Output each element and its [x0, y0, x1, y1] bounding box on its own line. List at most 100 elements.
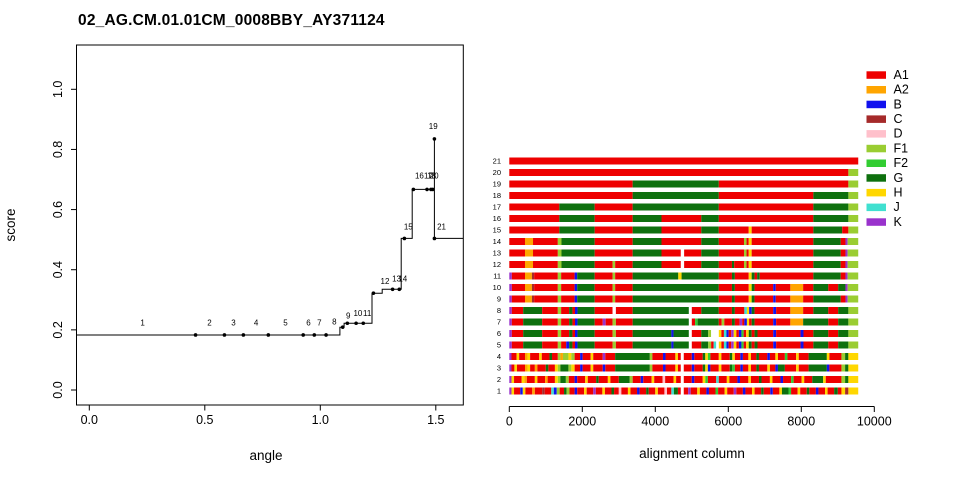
- segment-G: [561, 249, 595, 257]
- x-tick-label: 1.0: [312, 413, 329, 427]
- segment-F1: [557, 272, 562, 280]
- alignment-row-4: 4: [497, 352, 859, 361]
- segment-A1: [751, 249, 814, 257]
- segment-A1: [718, 387, 725, 395]
- figure-title: 02_AG.CM.01.01CM_0008BBY_AY371124: [78, 12, 385, 29]
- segment-A1: [683, 364, 692, 372]
- segment-F2: [707, 353, 711, 360]
- segment-A1: [594, 238, 633, 245]
- segment-G: [577, 272, 595, 280]
- segment-B: [800, 341, 804, 349]
- segment-G: [781, 387, 789, 395]
- segment-G: [632, 330, 672, 337]
- segment-WH: [680, 387, 684, 395]
- segment-A1: [587, 376, 597, 383]
- segment-A1: [754, 318, 774, 326]
- segment-A1: [604, 387, 612, 395]
- legend-label-F2: F2: [894, 156, 909, 170]
- x-axis-label: angle: [249, 448, 282, 463]
- point-label-10: 10: [353, 309, 362, 318]
- segment-B: [800, 330, 804, 337]
- segment-K: [733, 387, 737, 395]
- segment-A1: [739, 376, 749, 383]
- segment-G: [559, 203, 595, 211]
- segment-A1: [677, 364, 681, 372]
- segment-A1: [718, 261, 732, 268]
- segment-G: [701, 238, 719, 245]
- segment-WH: [716, 341, 719, 349]
- segment-A1: [745, 387, 753, 395]
- segment-F1: [557, 295, 562, 303]
- segment-B: [662, 353, 666, 360]
- segment-J: [671, 387, 674, 395]
- alignment-row-14: 14: [493, 237, 859, 246]
- data-point-11: [361, 321, 366, 326]
- segment-H: [748, 238, 752, 245]
- segment-H: [797, 387, 801, 395]
- segment-C: [542, 387, 545, 395]
- segment-A1: [643, 376, 652, 383]
- segment-B: [575, 307, 578, 314]
- segment-A1: [690, 387, 698, 395]
- legend-label-H: H: [894, 186, 903, 200]
- segment-A1: [754, 295, 774, 303]
- segment-A1: [710, 364, 719, 372]
- segment-A1: [803, 295, 814, 303]
- segment-A1: [648, 387, 656, 395]
- segment-A1: [734, 318, 740, 326]
- segment-A1: [621, 387, 628, 395]
- segment-A1: [804, 376, 813, 383]
- segment-A1: [743, 341, 747, 349]
- segment-B: [574, 284, 578, 291]
- data-point-17: [425, 187, 429, 192]
- segment-G: [523, 341, 543, 349]
- segment-G: [701, 261, 719, 268]
- legend-label-A1: A1: [894, 68, 909, 82]
- segment-H: [705, 353, 708, 360]
- segment-A1: [751, 341, 755, 349]
- segment-G: [615, 364, 650, 372]
- segment-A1: [594, 330, 613, 337]
- segment-A1: [594, 295, 613, 303]
- legend-label-G: G: [894, 171, 904, 185]
- data-point-5: [301, 333, 306, 337]
- segment-A1: [829, 364, 842, 372]
- segment-G: [559, 226, 595, 234]
- alignment-row-13: 13: [493, 249, 859, 258]
- segment-A1: [837, 387, 842, 395]
- legend-label-A2: A2: [894, 83, 909, 97]
- row-label-14: 14: [493, 237, 501, 246]
- legend-label-K: K: [894, 215, 903, 229]
- alignment-x-tick-label: 8000: [787, 415, 815, 429]
- segment-A1: [572, 307, 575, 314]
- segment-K: [731, 330, 734, 337]
- segment-G: [731, 261, 735, 268]
- row-label-7: 7: [497, 318, 501, 327]
- row-label-16: 16: [493, 214, 501, 223]
- segment-WH: [688, 307, 692, 314]
- segment-F1: [841, 376, 846, 383]
- segment-WH: [711, 330, 719, 337]
- segment-H: [825, 387, 828, 395]
- segment-G: [757, 272, 760, 280]
- segment-A1: [594, 203, 633, 211]
- segment-A1: [718, 318, 722, 326]
- segment-A1: [793, 376, 802, 383]
- segment-G: [673, 341, 689, 349]
- segment-F2: [784, 353, 788, 360]
- segment-K: [509, 272, 512, 280]
- segment-A1: [615, 307, 633, 314]
- x-tick-label: 0.0: [81, 413, 98, 427]
- segment-A1: [526, 376, 535, 383]
- segment-H: [571, 364, 575, 372]
- segment-G: [549, 353, 552, 360]
- segment-A2: [560, 353, 563, 360]
- segment-G: [632, 284, 719, 291]
- segment-F1: [612, 330, 616, 337]
- segment-F1: [568, 364, 572, 372]
- segment-F1: [629, 376, 633, 383]
- segment-G: [813, 192, 849, 199]
- segment-A1: [615, 272, 633, 280]
- segment-A1: [736, 341, 739, 349]
